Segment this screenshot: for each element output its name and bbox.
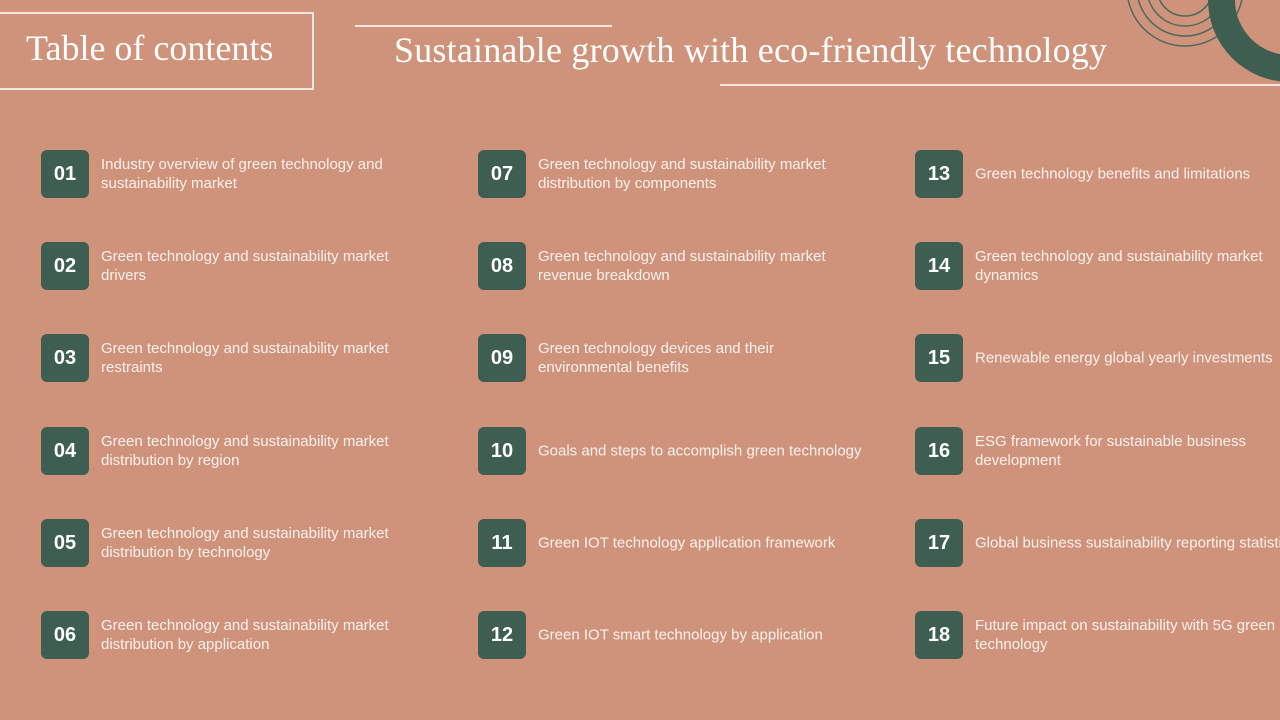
toc-item-10[interactable]: 10 Goals and steps to accomplish green te… — [478, 427, 878, 475]
toc-item-label: Renewable energy global yearly investmen… — [975, 349, 1273, 367]
toc-item-number: 01 — [41, 150, 89, 198]
toc-item-label: Green technology and sustainability mark… — [101, 248, 389, 284]
toc-item-label: Green technology devices and their envir… — [538, 340, 774, 376]
toc-item-number: 10 — [478, 427, 526, 475]
toc-item-number: 14 — [915, 242, 963, 290]
toc-item-number: 09 — [478, 334, 526, 382]
toc-item-number: 18 — [915, 611, 963, 659]
toc-item-label: ESG framework for sustainable business d… — [975, 433, 1246, 469]
toc-item-08[interactable]: 08 Green technology and sustainability ma… — [478, 242, 878, 290]
toc-title: Table of contents — [26, 28, 274, 68]
title-rule-bottom — [720, 84, 1280, 86]
toc-item-12[interactable]: 12 Green IOT smart technology by applicat… — [478, 611, 878, 659]
toc-item-03[interactable]: 03 Green technology and sustainability ma… — [41, 334, 441, 382]
toc-item-09[interactable]: 09 Green technology devices and their env… — [478, 334, 878, 382]
toc-item-number: 15 — [915, 334, 963, 382]
toc-item-01[interactable]: 01 Industry overview of green technology … — [41, 150, 441, 198]
page-title: Sustainable growth with eco-friendly tec… — [394, 30, 1108, 70]
toc-item-label: Green technology and sustainability mark… — [975, 248, 1263, 284]
toc-item-number: 12 — [478, 611, 526, 659]
toc-item-label: Green technology benefits and limitation… — [975, 165, 1251, 183]
toc-item-13[interactable]: 13 Green technology benefits and limitati… — [915, 150, 1280, 198]
toc-item-16[interactable]: 16 ESG framework for sustainable business… — [915, 427, 1280, 475]
corner-decoration — [1127, 0, 1280, 82]
toc-item-18[interactable]: 18 Future impact on sustainability with 5… — [915, 611, 1280, 659]
toc-item-number: 07 — [478, 150, 526, 198]
toc-item-number: 11 — [478, 519, 526, 567]
toc-item-06[interactable]: 06 Green technology and sustainability ma… — [41, 611, 441, 659]
toc-item-label: Green IOT smart technology by applicatio… — [538, 626, 823, 644]
toc-item-04[interactable]: 04 Green technology and sustainability ma… — [41, 427, 441, 475]
toc-title-box — [0, 12, 314, 90]
toc-item-label: Industry overview of green technology an… — [101, 156, 383, 192]
toc-item-14[interactable]: 14 Green technology and sustainability ma… — [915, 242, 1280, 290]
toc-item-15[interactable]: 15 Renewable energy global yearly investm… — [915, 334, 1280, 382]
toc-item-number: 05 — [41, 519, 89, 567]
toc-item-number: 16 — [915, 427, 963, 475]
toc-item-label: Green technology and sustainability mark… — [538, 248, 826, 284]
toc-item-11[interactable]: 11 Green IOT technology application frame… — [478, 519, 878, 567]
toc-item-number: 03 — [41, 334, 89, 382]
toc-item-number: 04 — [41, 427, 89, 475]
toc-item-05[interactable]: 05 Green technology and sustainability ma… — [41, 519, 441, 567]
toc-item-number: 17 — [915, 519, 963, 567]
toc-item-number: 08 — [478, 242, 526, 290]
toc-item-label: Global business sustainability reporting… — [975, 534, 1280, 552]
toc-item-label: Future impact on sustainability with 5G … — [975, 617, 1276, 653]
toc-item-label: Green IOT technology application framewo… — [538, 534, 836, 552]
title-rule-top — [355, 25, 612, 27]
toc-item-label: Green technology and sustainability mark… — [101, 433, 389, 469]
toc-item-number: 02 — [41, 242, 89, 290]
toc-item-label: Green technology and sustainability mark… — [101, 525, 389, 561]
toc-item-17[interactable]: 17 Global business sustainability reporti… — [915, 519, 1280, 567]
toc-item-number: 13 — [915, 150, 963, 198]
toc-item-label: Goals and steps to accomplish green tech… — [538, 442, 862, 460]
toc-item-label: Green technology and sustainability mark… — [101, 617, 389, 653]
toc-item-02[interactable]: 02 Green technology and sustainability ma… — [41, 242, 441, 290]
toc-item-07[interactable]: 07 Green technology and sustainability ma… — [478, 150, 878, 198]
toc-item-label: Green technology and sustainability mark… — [538, 156, 826, 192]
toc-item-number: 06 — [41, 611, 89, 659]
toc-item-label: Green technology and sustainability mark… — [101, 340, 389, 376]
